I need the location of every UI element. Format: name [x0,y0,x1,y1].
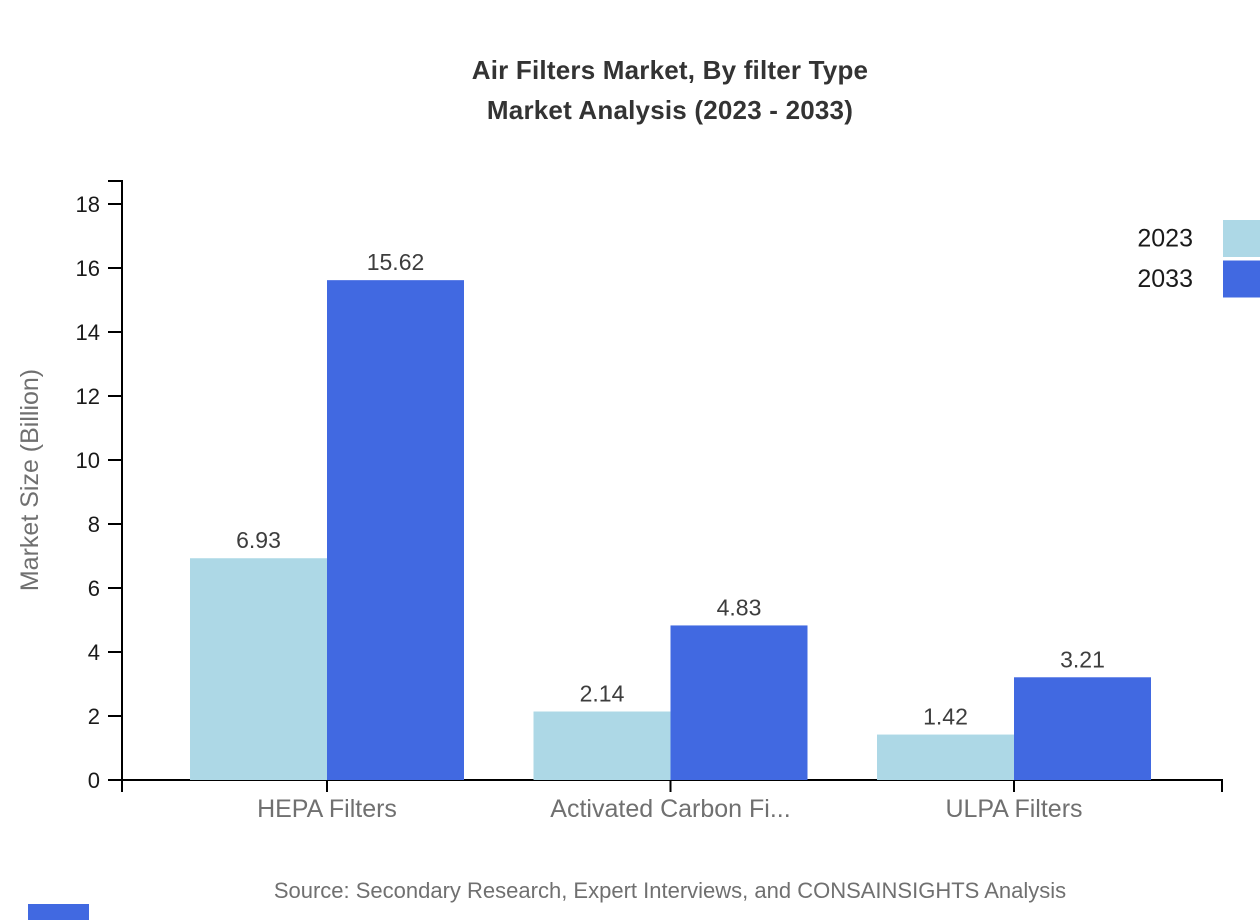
bar-value-label: 4.83 [717,594,762,620]
y-tick-label: 10 [76,448,100,473]
bar-value-label: 2.14 [580,681,625,707]
x-tick-label: ULPA Filters [945,795,1082,823]
y-tick-label: 0 [88,768,100,793]
source-note: Source: Secondary Research, Expert Inter… [273,878,1067,903]
bar-2033-cat0 [327,280,464,780]
chart-title-line1: Air Filters Market, By filter Type [471,55,869,85]
x-tick-label: Activated Carbon Fi... [550,795,790,823]
x-tick-label: HEPA Filters [257,795,397,823]
y-tick-label: 2 [88,704,100,729]
bar-2023-cat2 [877,734,1014,780]
brand-mark [28,904,89,920]
legend-label-2023: 2023 [1137,225,1193,253]
chart-title: Air Filters Market, By filter Type Marke… [70,50,1260,130]
y-tick-label: 16 [76,256,100,281]
y-tick-label: 6 [88,576,100,601]
bar-value-label: 3.21 [1060,646,1105,672]
legend-label-2033: 2033 [1137,265,1193,293]
bar-value-label: 1.42 [923,704,968,730]
bar-2033-cat2 [1014,677,1151,780]
y-tick-label: 18 [76,192,100,217]
y-tick-label: 8 [88,512,100,537]
y-tick-label: 14 [76,320,100,345]
bar-2033-cat1 [670,625,808,780]
y-axis-title: Market Size (Billion) [16,369,44,591]
bar-value-label: 15.62 [367,249,425,275]
bar-2023-cat1 [533,711,671,780]
legend-swatch-2033 [1223,260,1260,298]
bar-value-label: 6.93 [236,527,281,553]
x-axis-line [108,779,1223,792]
legend-swatch-2023 [1223,220,1260,257]
bar-2023-cat0 [190,558,327,780]
y-tick-label: 12 [76,384,100,409]
y-axis-line [108,180,123,792]
y-tick-label: 4 [88,640,100,665]
chart-title-line2: Market Analysis (2023 - 2033) [486,95,854,125]
